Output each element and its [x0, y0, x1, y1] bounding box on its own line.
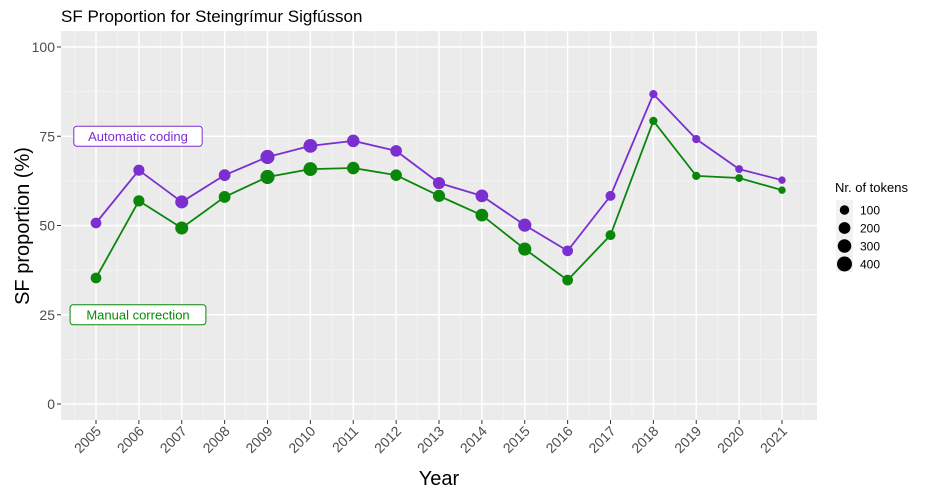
svg-text:Automatic coding: Automatic coding: [88, 129, 188, 144]
chart-title: SF Proportion for Steingrímur Sigfússon: [61, 7, 362, 26]
legend-label: 300: [860, 240, 880, 254]
data-point: [346, 134, 360, 148]
data-point: [90, 272, 102, 284]
legend-entry: 300: [837, 239, 880, 254]
x-tick-label: 2008: [199, 423, 232, 456]
data-point: [303, 138, 318, 153]
data-point: [735, 174, 744, 182]
legend-label: 100: [860, 204, 880, 218]
x-tick-label: 2005: [71, 423, 104, 456]
x-tick-label: 2021: [757, 423, 790, 456]
series-automatic-coding: [90, 89, 786, 257]
data-point: [562, 274, 573, 286]
x-tick-label: 2012: [371, 423, 404, 456]
data-point: [390, 145, 402, 157]
legend-title: Nr. of tokens: [835, 180, 908, 195]
x-tick-label: 2011: [329, 423, 362, 456]
legend-entry: 400: [837, 256, 880, 272]
y-tick-label: 50: [39, 218, 55, 234]
data-point: [260, 149, 275, 165]
data-point: [649, 89, 658, 99]
series-manual-correction: [90, 116, 786, 286]
data-point: [90, 217, 102, 229]
x-tick-label: 2015: [500, 423, 533, 456]
data-point: [218, 169, 231, 182]
y-tick-label: 0: [47, 396, 55, 412]
data-point: [735, 165, 744, 174]
x-tick-label: 2016: [542, 423, 575, 456]
data-point: [692, 171, 701, 181]
data-point: [649, 116, 658, 126]
y-axis: 0 25 50 75 100: [32, 39, 61, 412]
legend-label: 400: [860, 258, 880, 272]
data-point: [346, 161, 360, 175]
annotation-layer: Automatic coding Manual correction: [69, 125, 207, 326]
x-tick-label: 2013: [414, 423, 447, 456]
legend-entry: 200: [838, 222, 880, 236]
data-point: [475, 208, 489, 222]
x-tick-label: 2014: [457, 423, 490, 456]
y-tick-label: 75: [39, 128, 55, 144]
data-point: [175, 221, 189, 235]
data-point: [432, 189, 446, 202]
data-point: [218, 191, 231, 203]
annotation-label: Manual correction: [69, 304, 207, 326]
legend-items: 100 200 300 400: [836, 200, 880, 272]
legend-size-dot: [839, 205, 850, 215]
series-layer: [90, 89, 786, 286]
x-tick-label: 2017: [585, 423, 618, 456]
legend: Nr. of tokens 100 200 300 400: [835, 180, 908, 272]
data-point: [778, 176, 786, 184]
x-tick-label: 2009: [242, 423, 275, 456]
data-point: [133, 164, 145, 176]
x-axis: 2005 2006 2007 2008 2009 2010 2011 2012 2013 2014…: [71, 420, 790, 456]
svg-text:Manual correction: Manual correction: [86, 307, 189, 322]
data-point: [175, 195, 189, 209]
legend-size-dot: [838, 222, 851, 234]
data-point: [562, 245, 573, 257]
x-tick-label: 2007: [157, 423, 190, 456]
legend-size-dot: [837, 239, 852, 253]
legend-label: 200: [860, 222, 880, 236]
x-tick-label: 2020: [714, 423, 747, 456]
data-point: [390, 169, 402, 181]
data-point: [518, 242, 532, 256]
data-point: [692, 134, 701, 144]
y-tick-label: 25: [39, 307, 55, 323]
legend-size-dot: [837, 256, 852, 272]
annotation-label: Automatic coding: [73, 125, 203, 147]
x-tick-label: 2018: [628, 423, 661, 456]
data-point: [605, 190, 616, 201]
x-axis-title: Year: [419, 468, 460, 490]
y-tick-label: 100: [32, 39, 56, 55]
x-tick-label: 2019: [671, 423, 704, 456]
data-point: [778, 186, 786, 194]
data-point: [303, 162, 318, 177]
data-point: [518, 218, 532, 232]
data-point: [260, 169, 275, 185]
x-tick-label: 2006: [114, 423, 147, 456]
data-point: [432, 176, 446, 190]
y-axis-title: SF proportion (%): [12, 147, 34, 305]
data-point: [475, 189, 489, 203]
data-point: [605, 230, 616, 241]
x-tick-label: 2010: [285, 423, 318, 456]
data-point: [133, 195, 145, 207]
legend-entry: 100: [839, 204, 880, 218]
